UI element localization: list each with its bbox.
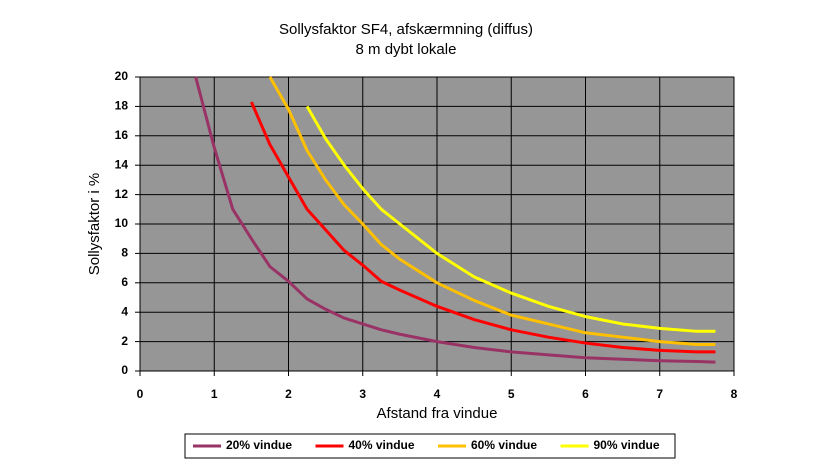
x-tick-label: 8	[731, 387, 738, 401]
legend-label: 90% vindue	[594, 438, 660, 452]
x-tick-label: 0	[137, 387, 144, 401]
legend-label: 40% vindue	[349, 438, 415, 452]
y-tick-label: 4	[121, 304, 128, 318]
y-tick-label: 12	[115, 187, 129, 201]
series-line	[249, 101, 716, 354]
x-tick-label: 6	[582, 387, 589, 401]
x-tick-label: 4	[434, 387, 441, 401]
y-tick-label: 20	[115, 69, 129, 83]
y-tick-label: 8	[121, 246, 128, 260]
x-tick-label: 5	[508, 387, 515, 401]
x-axis-label: Afstand fra vindue	[377, 405, 498, 422]
series-line	[194, 76, 716, 364]
y-tick-label: 10	[115, 216, 129, 230]
y-tick-label: 2	[121, 334, 128, 348]
y-tick-label: 0	[121, 363, 128, 377]
y-axis-label: Sollysfaktor i %	[86, 173, 103, 276]
y-tick-label: 16	[115, 128, 129, 142]
x-tick-label: 3	[359, 387, 366, 401]
y-tick-label: 6	[121, 275, 128, 289]
x-tick-label: 7	[656, 387, 663, 401]
chart-title: Sollysfaktor SF4, afskærmning (diffus)	[279, 21, 533, 38]
legend-box	[184, 433, 676, 459]
x-tick-label: 1	[211, 387, 218, 401]
x-tick-label: 2	[285, 387, 292, 401]
legend-label: 20% vindue	[226, 438, 292, 452]
y-tick-label: 14	[115, 157, 129, 171]
chart-subtitle: 8 m dybt lokale	[356, 41, 457, 58]
series-line	[305, 105, 716, 333]
legend-label: 60% vindue	[471, 438, 537, 452]
series-line	[268, 76, 716, 347]
y-tick-label: 18	[115, 99, 129, 113]
